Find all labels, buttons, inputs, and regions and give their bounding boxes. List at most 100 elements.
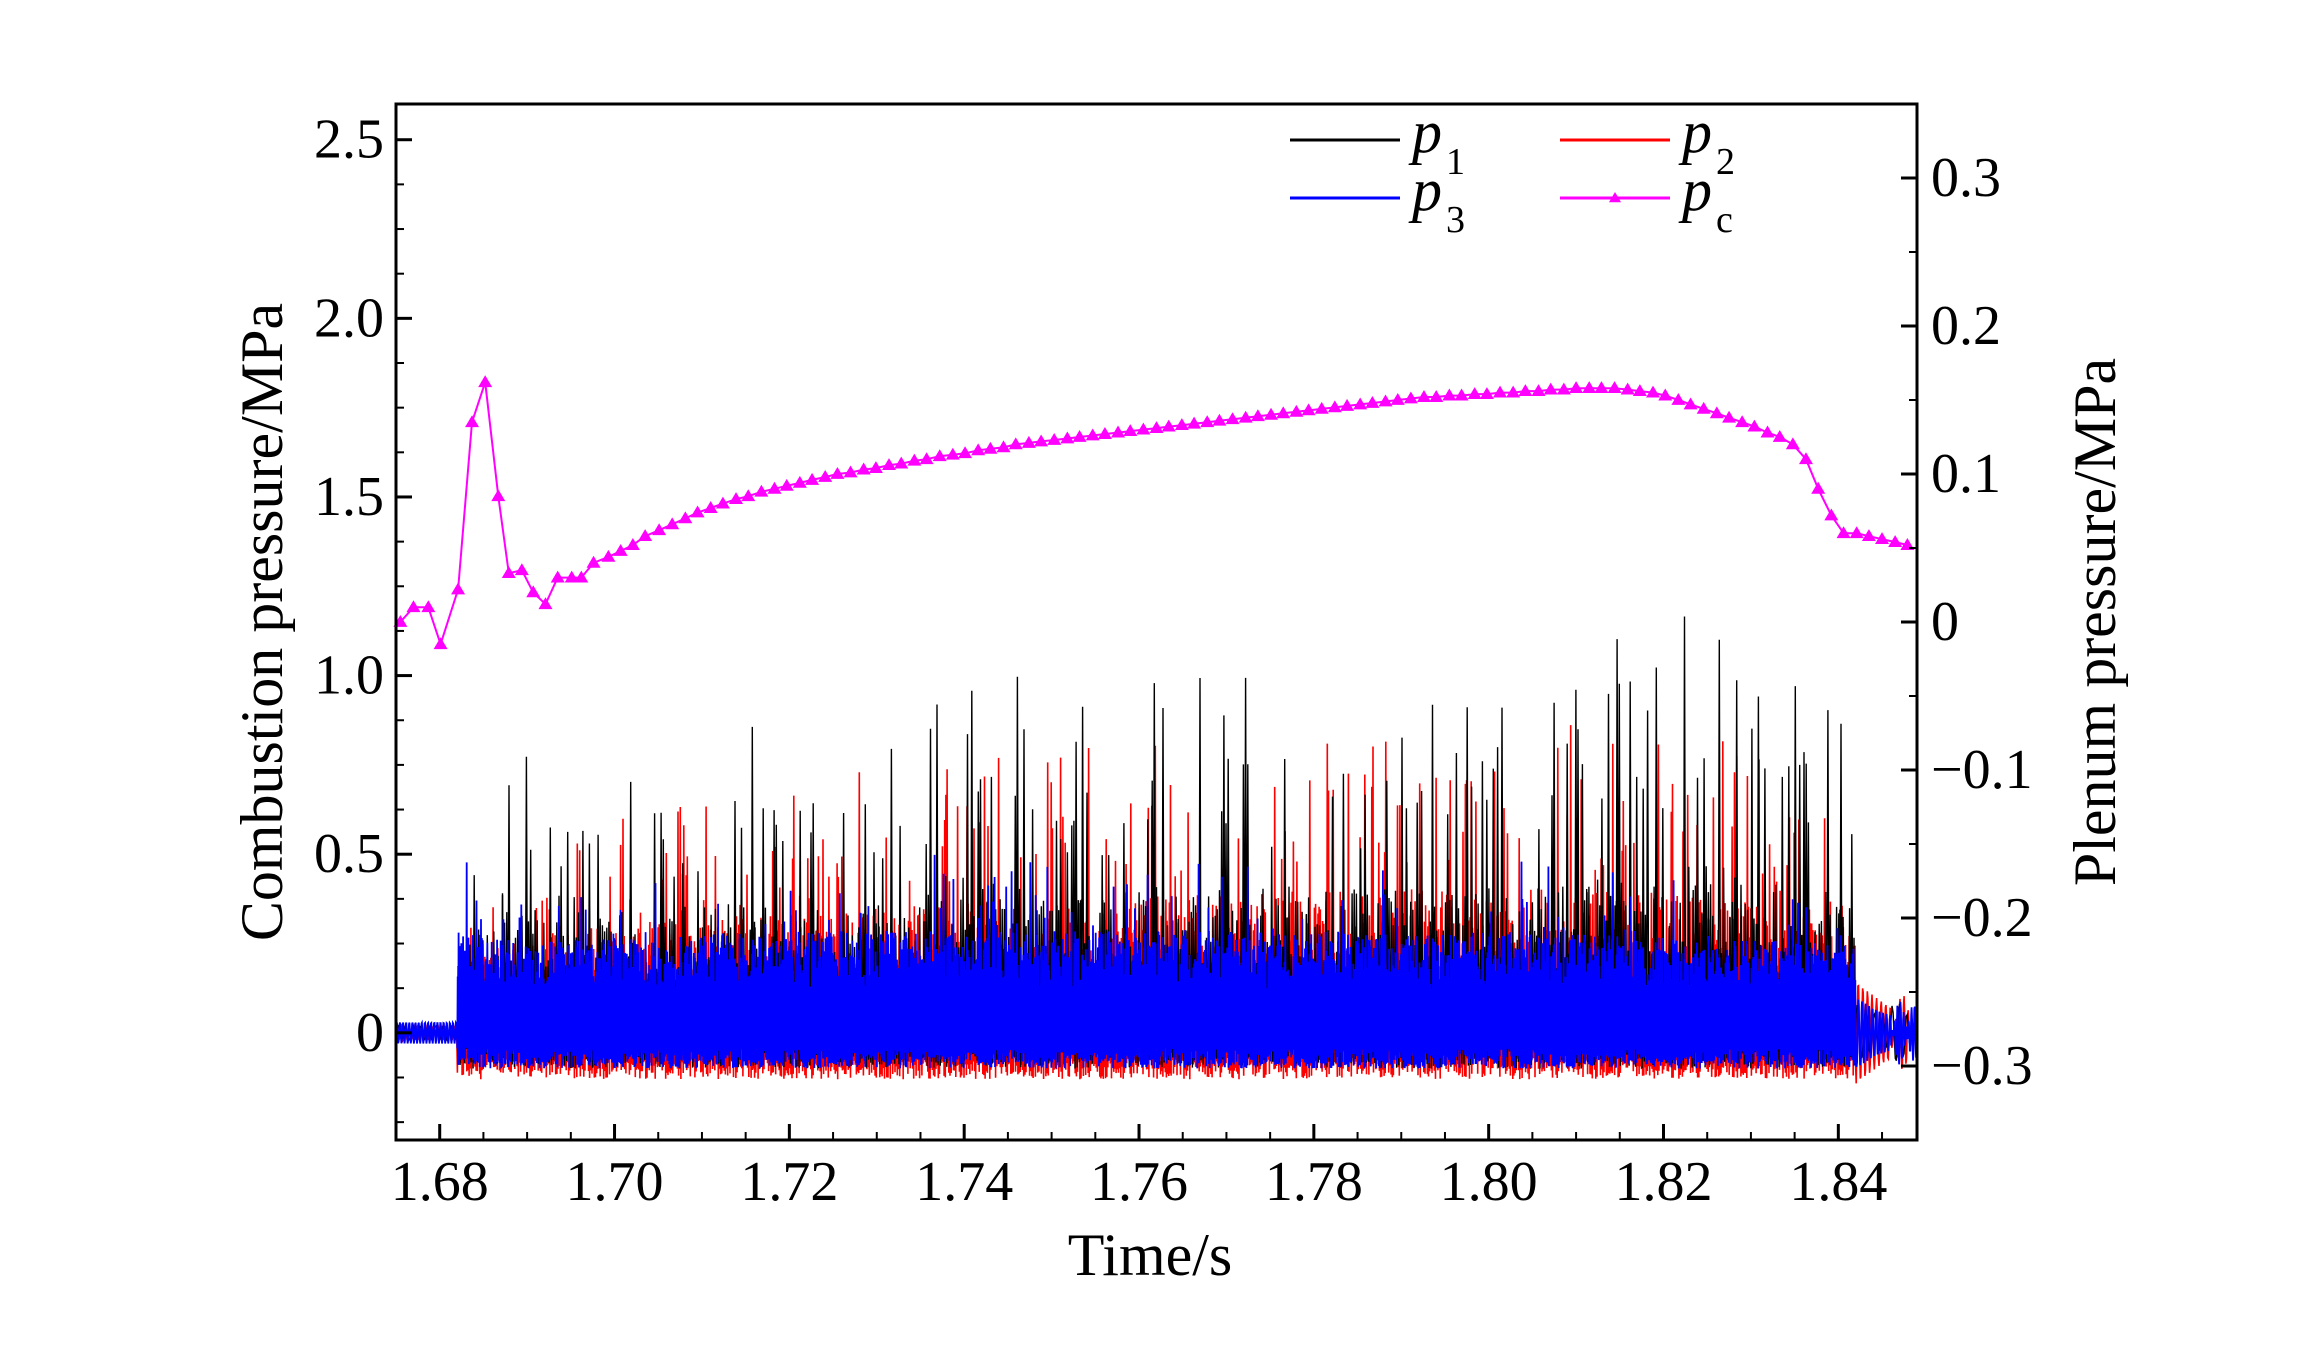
y-right-tick-label: 0.2 (1931, 295, 2001, 357)
y-right-tick-label: −0.1 (1931, 739, 2033, 801)
series-pc-point (491, 489, 506, 502)
series-pc-point (1479, 387, 1494, 399)
series-pc-point (1632, 384, 1647, 397)
series-pc-point (1658, 388, 1673, 401)
series-pc-point (1200, 415, 1215, 428)
series-pc-point (1722, 410, 1737, 423)
series-pc-point (1429, 390, 1444, 402)
series-pc-point (729, 492, 744, 505)
x-tick-label: 1.72 (740, 1151, 838, 1213)
series-pc-point (1136, 422, 1151, 435)
series-pc-point (818, 469, 833, 482)
series-pc-point (1111, 425, 1126, 438)
y-left-tick-label: 2.5 (314, 109, 384, 171)
y-left-tick-label: 0 (356, 1002, 384, 1064)
y-left-tick-label: 1.0 (314, 645, 384, 707)
series-pc-point (538, 597, 553, 610)
series-pc-point (1785, 437, 1800, 450)
series-p3-line (396, 854, 1917, 1069)
series-pc-point (1646, 385, 1661, 398)
series-pc-point (1518, 384, 1533, 397)
series-pc-point (1849, 526, 1864, 539)
series-pc-point (574, 570, 589, 583)
series-pc-point (1060, 431, 1075, 444)
series-pc-point (767, 481, 782, 494)
series-pc-point (1008, 437, 1023, 450)
series-pc-point (1327, 400, 1342, 413)
series-pc-point (1403, 391, 1418, 404)
series-pc-point (1888, 535, 1903, 547)
y-right-tick-label: 0.1 (1931, 443, 2001, 505)
series-pc-point (1314, 401, 1329, 414)
series-pc-point (1531, 384, 1546, 397)
series-pc-point (1264, 407, 1279, 420)
y-left-axis-title: Combustion pressure/MPa (229, 303, 295, 941)
series-pc-point (983, 441, 998, 454)
series-pc-point (1582, 381, 1597, 394)
series-pc-point (932, 449, 947, 462)
series-pc-point (1696, 401, 1711, 414)
series-pc-point (678, 511, 693, 524)
series-pc-point (996, 440, 1011, 453)
series-pc-point (433, 637, 448, 650)
series-pc-point (1047, 432, 1062, 445)
series-pc-point (907, 453, 922, 466)
series-pc-point (1289, 404, 1304, 417)
series-pc-point (465, 415, 480, 428)
series-pc-point (958, 446, 973, 459)
series-pc-point (1353, 397, 1368, 410)
series-pc-point (1594, 381, 1609, 394)
x-tick-label: 1.78 (1265, 1151, 1363, 1213)
series-pc-point (1390, 393, 1405, 405)
series-pc-point (1161, 419, 1176, 432)
series-pc-point (971, 443, 986, 456)
y-left-tick-label: 2.0 (314, 287, 384, 349)
x-axis-title: Time/s (1068, 1222, 1233, 1288)
series-pc-point (451, 582, 466, 595)
series-pc-point (805, 472, 820, 485)
series-pc-point (945, 447, 960, 460)
series-pc-point (1238, 410, 1253, 423)
y-right-tick-label: 0 (1931, 591, 1959, 653)
series-pc-point (1174, 418, 1189, 431)
series-pc-point (703, 501, 718, 513)
series-pc-point (1620, 382, 1635, 395)
series-pc-point (1556, 382, 1571, 395)
x-tick-label: 1.84 (1789, 1151, 1887, 1213)
series-pc-point (652, 523, 667, 536)
series-pc-point (478, 375, 493, 388)
y-left-tick-label: 0.5 (314, 823, 384, 885)
series-pc-point (690, 505, 705, 518)
x-tick-label: 1.68 (391, 1151, 489, 1213)
series-pc-point (779, 478, 794, 491)
series-pc-point (1340, 398, 1355, 411)
y-right-axis-title: Plenum pressure/MPa (2062, 358, 2128, 886)
series-pc-point (843, 465, 858, 478)
series-pc-point (1021, 435, 1036, 448)
ticks-layer (396, 138, 1917, 1141)
x-tick-label: 1.82 (1615, 1151, 1713, 1213)
series-pc-point (1085, 428, 1100, 441)
y-right-tick-label: −0.2 (1931, 887, 2033, 949)
series-pc-point (1123, 424, 1138, 436)
series-pc-point (754, 484, 769, 497)
series-pc-point (1097, 427, 1112, 439)
series-pc-point (1187, 416, 1202, 429)
series-pc-point (1250, 409, 1265, 422)
y-right-tick-label: −0.3 (1931, 1035, 2033, 1097)
legend: p 1 p 2 p 3 p c (1290, 99, 1735, 241)
series-pc-point (1861, 529, 1876, 542)
series-pc-point (919, 452, 934, 465)
series-pc-point (1735, 415, 1750, 428)
series-pc-point (421, 600, 436, 613)
series-pc-point (1900, 538, 1915, 550)
series-pc-point (638, 529, 653, 542)
series-pc-point (1683, 397, 1698, 410)
series-pc-point (1811, 481, 1826, 494)
series-pc-point (1607, 381, 1622, 394)
